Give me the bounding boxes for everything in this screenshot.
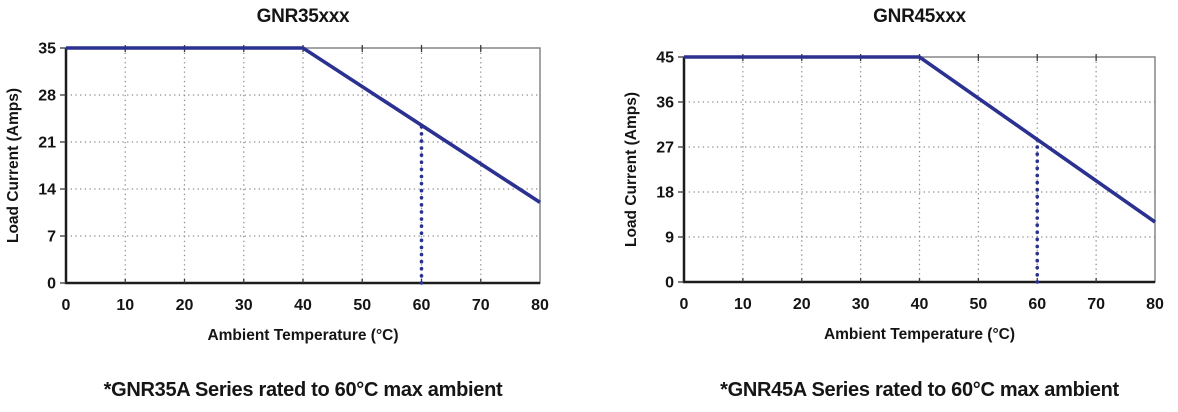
gridlines xyxy=(66,48,540,283)
x-tick-labels: 0 10 20 30 40 50 60 70 80 xyxy=(62,297,549,314)
svg-text:80: 80 xyxy=(1146,296,1164,313)
y-axis-label: Load Current (Amps) xyxy=(5,88,22,243)
svg-text:0: 0 xyxy=(680,296,689,313)
chart-caption-gnr45: *GNR45A Series rated to 60°C max ambient xyxy=(720,379,1119,401)
y-axis-label: Load Current (Amps) xyxy=(623,92,640,247)
svg-text:70: 70 xyxy=(1087,296,1105,313)
svg-text:20: 20 xyxy=(793,296,811,313)
svg-text:40: 40 xyxy=(911,296,929,313)
svg-text:36: 36 xyxy=(656,95,674,112)
svg-text:18: 18 xyxy=(656,185,674,202)
x-tick-labels: 0 10 20 30 40 50 60 70 80 xyxy=(680,296,1164,313)
chart-panel-gnr35: GNR35xxx 0 10 20 30 40 50 60 70 80 0 7 14 21 28 35 Ambi… xyxy=(5,6,549,401)
svg-text:60: 60 xyxy=(1028,296,1046,313)
derating-plot-gnr45: 0 10 20 30 40 50 60 70 80 0 9 18 27 36 45 Ambient Tempe… xyxy=(623,50,1164,344)
svg-text:50: 50 xyxy=(969,296,987,313)
svg-text:10: 10 xyxy=(116,297,134,314)
chart-title-gnr45: GNR45xxx xyxy=(873,6,966,27)
svg-text:30: 30 xyxy=(852,296,870,313)
gridlines xyxy=(684,57,1155,282)
svg-text:45: 45 xyxy=(656,50,674,67)
tick-marks xyxy=(678,54,1097,283)
svg-text:7: 7 xyxy=(47,229,56,246)
tick-marks xyxy=(60,45,482,284)
svg-text:20: 20 xyxy=(176,297,194,314)
svg-text:10: 10 xyxy=(734,296,752,313)
svg-text:0: 0 xyxy=(47,276,56,293)
svg-text:14: 14 xyxy=(38,182,56,199)
derating-plot-gnr35: 0 10 20 30 40 50 60 70 80 0 7 14 21 28 35 Ambient Tempe… xyxy=(5,41,549,345)
y-tick-labels: 0 7 14 21 28 35 xyxy=(38,41,56,293)
x-axis-label: Ambient Temperature (°C) xyxy=(824,326,1015,343)
svg-text:70: 70 xyxy=(472,297,490,314)
svg-text:60: 60 xyxy=(413,297,431,314)
svg-text:35: 35 xyxy=(38,41,56,58)
svg-text:0: 0 xyxy=(665,275,674,292)
y-tick-labels: 0 9 18 27 36 45 xyxy=(656,50,674,292)
x-axis-label: Ambient Temperature (°C) xyxy=(207,327,398,344)
svg-text:40: 40 xyxy=(294,297,312,314)
svg-text:9: 9 xyxy=(665,230,674,247)
svg-text:28: 28 xyxy=(38,88,56,105)
chart-caption-gnr35: *GNR35A Series rated to 60°C max ambient xyxy=(103,379,503,401)
svg-text:80: 80 xyxy=(531,297,549,314)
svg-text:0: 0 xyxy=(62,297,71,314)
chart-panel-gnr45: GNR45xxx 0 10 20 30 40 50 60 70 80 0 9 18 27 36 45 Ambi… xyxy=(589,0,1178,412)
derating-curve xyxy=(684,55,1157,224)
svg-text:21: 21 xyxy=(38,135,56,152)
derating-curve xyxy=(66,46,541,204)
chart-title-gnr35: GNR35xxx xyxy=(256,6,350,27)
svg-text:50: 50 xyxy=(353,297,371,314)
svg-text:30: 30 xyxy=(235,297,253,314)
svg-text:27: 27 xyxy=(656,140,674,157)
